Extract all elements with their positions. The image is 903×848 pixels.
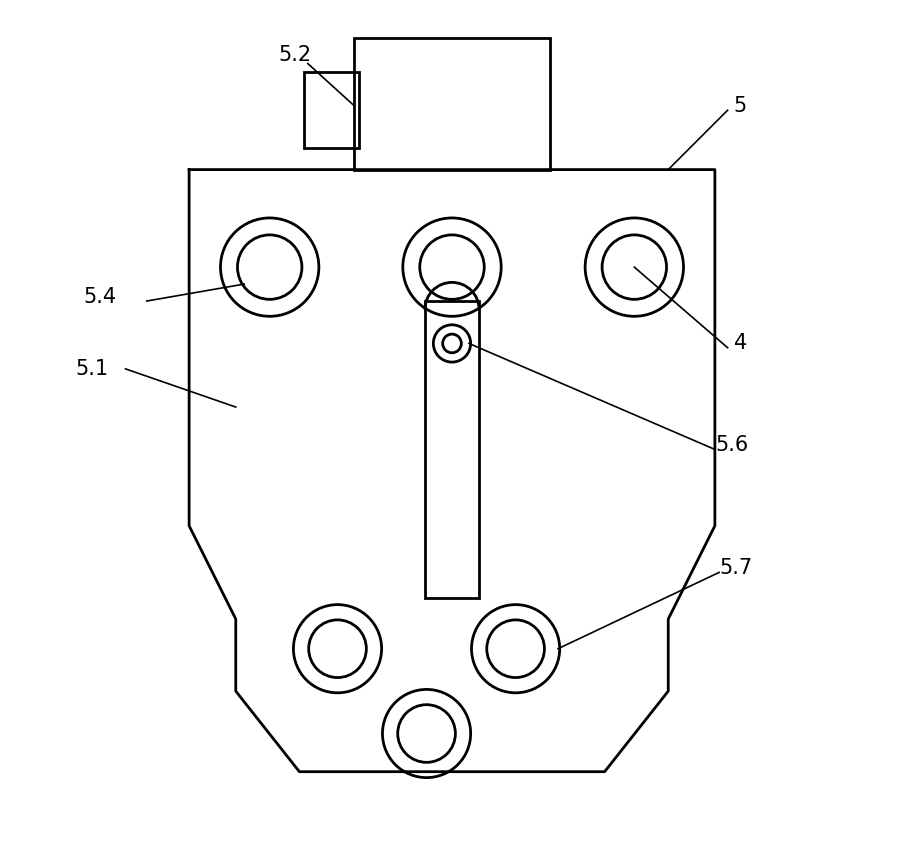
Text: 5.2: 5.2 [278,45,312,65]
Text: 5.6: 5.6 [714,435,748,455]
Bar [354,38,549,170]
Text: 4: 4 [733,333,746,354]
Text: 5.7: 5.7 [719,558,752,578]
Bar [303,72,358,148]
Bar [424,301,479,598]
Text: 5.1: 5.1 [75,359,108,379]
Text: 5: 5 [733,96,746,116]
Text: 5.4: 5.4 [83,287,116,307]
